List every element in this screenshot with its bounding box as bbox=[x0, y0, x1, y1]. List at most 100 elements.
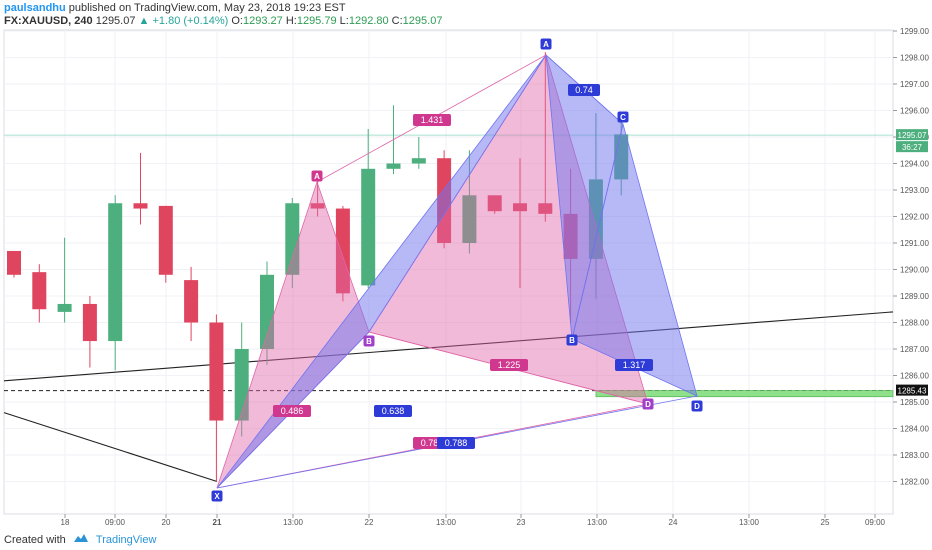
blue-point-x: X bbox=[214, 492, 220, 501]
ticker-line: FX:XAUUSD, 240 1295.07 ▲ +1.80 (+0.14%) … bbox=[4, 15, 442, 28]
pink-point-b: B bbox=[366, 337, 372, 346]
candle-body bbox=[32, 272, 47, 310]
y-tick-label: 1284.00 bbox=[900, 425, 929, 434]
blue-point-x-bg bbox=[211, 490, 223, 502]
close-label: C: bbox=[391, 15, 403, 27]
pink-ratio-label: 1.431 bbox=[421, 115, 444, 125]
y-tick-label: 1292.00 bbox=[900, 213, 929, 222]
low-label: L: bbox=[339, 15, 349, 27]
x-tick-label: 09:00 bbox=[105, 518, 126, 527]
open-value: 1293.27 bbox=[243, 15, 283, 27]
x-tick-label: 13:00 bbox=[587, 518, 608, 527]
open-label: O: bbox=[231, 15, 243, 27]
x-tick-label: 18 bbox=[61, 518, 70, 527]
candle-body bbox=[310, 203, 325, 209]
blue-point-c: C bbox=[620, 113, 626, 122]
last-price-tag-bg bbox=[896, 129, 928, 141]
blue-ratio-label: 0.638 bbox=[382, 406, 405, 416]
x-tick-label: 25 bbox=[821, 518, 830, 527]
footer: Created with TradingView bbox=[4, 533, 156, 547]
candle-body bbox=[487, 195, 502, 212]
trendline-upper bbox=[3, 311, 894, 382]
x-tick-label: 09:00 bbox=[865, 518, 886, 527]
pink-ratio-label-bg bbox=[490, 359, 528, 371]
last-price: 1295.07 bbox=[95, 15, 136, 27]
close-value: 1295.07 bbox=[402, 15, 443, 27]
pink-point-b-bg bbox=[363, 335, 375, 347]
pink-point-a: A bbox=[314, 172, 320, 181]
level-tag-bg bbox=[896, 384, 928, 396]
author-link[interactable]: paulsandhu bbox=[4, 2, 66, 14]
y-tick-label: 1298.00 bbox=[900, 54, 929, 63]
x-tick-label: 20 bbox=[162, 518, 171, 527]
blue-point-d-bg bbox=[691, 400, 703, 412]
y-tick-label: 1293.00 bbox=[900, 186, 929, 195]
y-tick-label: 1286.00 bbox=[900, 372, 929, 381]
candle-body bbox=[209, 322, 224, 421]
candle-body bbox=[133, 203, 148, 209]
y-tick-label: 1296.00 bbox=[900, 107, 929, 116]
last-price-tag: 1295.07 bbox=[898, 131, 927, 140]
symbol-label[interactable]: FX:XAUUSD, 240 bbox=[4, 15, 93, 27]
y-tick-label: 1287.00 bbox=[900, 345, 929, 354]
change-value: ▲ +1.80 (+0.14%) bbox=[138, 15, 229, 27]
candle-body bbox=[57, 303, 72, 312]
harmonic-patterns: 1.431 0.486 1.225 0.785 0.74 0.638 1.317 0.788 A… bbox=[211, 38, 703, 502]
candle-body bbox=[184, 280, 199, 323]
blue-ratio-label-bg bbox=[374, 405, 412, 417]
countdown-tag-bg bbox=[896, 141, 928, 153]
pink-ratio-label: 0.486 bbox=[281, 406, 304, 416]
y-tick-label: 1285.00 bbox=[900, 398, 929, 407]
blue-ratio-label: 0.74 bbox=[575, 85, 593, 95]
candle-body bbox=[411, 158, 426, 164]
countdown-tag: 36:27 bbox=[902, 143, 923, 152]
tradingview-logo-icon bbox=[73, 533, 89, 547]
candle-body bbox=[260, 274, 274, 349]
y-tick-label: 1288.00 bbox=[900, 319, 929, 328]
y-tick-label: 1282.00 bbox=[900, 478, 929, 487]
blue-ratio-label-bg bbox=[615, 359, 653, 371]
x-tick-label: 24 bbox=[669, 518, 678, 527]
x-tick-label: 23 bbox=[517, 518, 526, 527]
blue-ratio-label: 0.788 bbox=[445, 438, 468, 448]
blue-ratio-label-bg bbox=[437, 437, 475, 449]
blue-ratio-label-bg bbox=[568, 84, 600, 96]
y-tick-label: 1297.00 bbox=[900, 80, 929, 89]
candle-body bbox=[386, 163, 401, 169]
blue-point-d: D bbox=[694, 402, 700, 411]
tradingview-brand-link[interactable]: TradingView bbox=[95, 534, 157, 546]
pink-point-d: D bbox=[645, 400, 651, 409]
x-tick-label: 21 bbox=[213, 518, 222, 527]
pink-ratio-label: 1.225 bbox=[498, 360, 521, 370]
y-tick-label: 1290.00 bbox=[900, 266, 929, 275]
blue-point-c-bg bbox=[617, 111, 629, 123]
candle-body bbox=[108, 203, 123, 342]
y-tick-label: 1291.00 bbox=[900, 239, 929, 248]
pink-point-d-bg bbox=[642, 398, 654, 410]
high-label: H: bbox=[285, 15, 297, 27]
candles bbox=[7, 52, 629, 482]
candle-body bbox=[361, 168, 376, 286]
candle-body bbox=[335, 208, 350, 294]
blue-point-a: A bbox=[543, 40, 549, 49]
y-tick-label: 1283.00 bbox=[900, 451, 929, 460]
candle-body bbox=[513, 203, 527, 212]
blue-point-a-bg bbox=[540, 38, 552, 50]
publish-info: published on TradingView.com, May 23, 20… bbox=[68, 2, 346, 14]
pink-ratio-label-bg bbox=[413, 114, 451, 126]
blue-point-b: B bbox=[569, 336, 575, 345]
axes: 1299.001298.001297.001296.001295.001294.… bbox=[61, 27, 930, 527]
level-tag: 1285.43 bbox=[898, 387, 927, 396]
pink-ratio-label-bg bbox=[273, 405, 311, 417]
created-with-label: Created with bbox=[4, 534, 66, 546]
blue-ratio-label: 1.317 bbox=[623, 360, 646, 370]
x-tick-label: 13:00 bbox=[436, 518, 457, 527]
low-value: 1292.80 bbox=[348, 15, 389, 27]
y-tick-label: 1299.00 bbox=[900, 27, 929, 36]
publish-header: paulsandhu published on TradingView.com,… bbox=[4, 2, 346, 15]
pink-ratio-label: 0.785 bbox=[421, 438, 444, 448]
high-value: 1295.79 bbox=[296, 15, 337, 27]
prz-zone bbox=[595, 390, 894, 398]
blue-point-b-bg bbox=[566, 334, 578, 346]
